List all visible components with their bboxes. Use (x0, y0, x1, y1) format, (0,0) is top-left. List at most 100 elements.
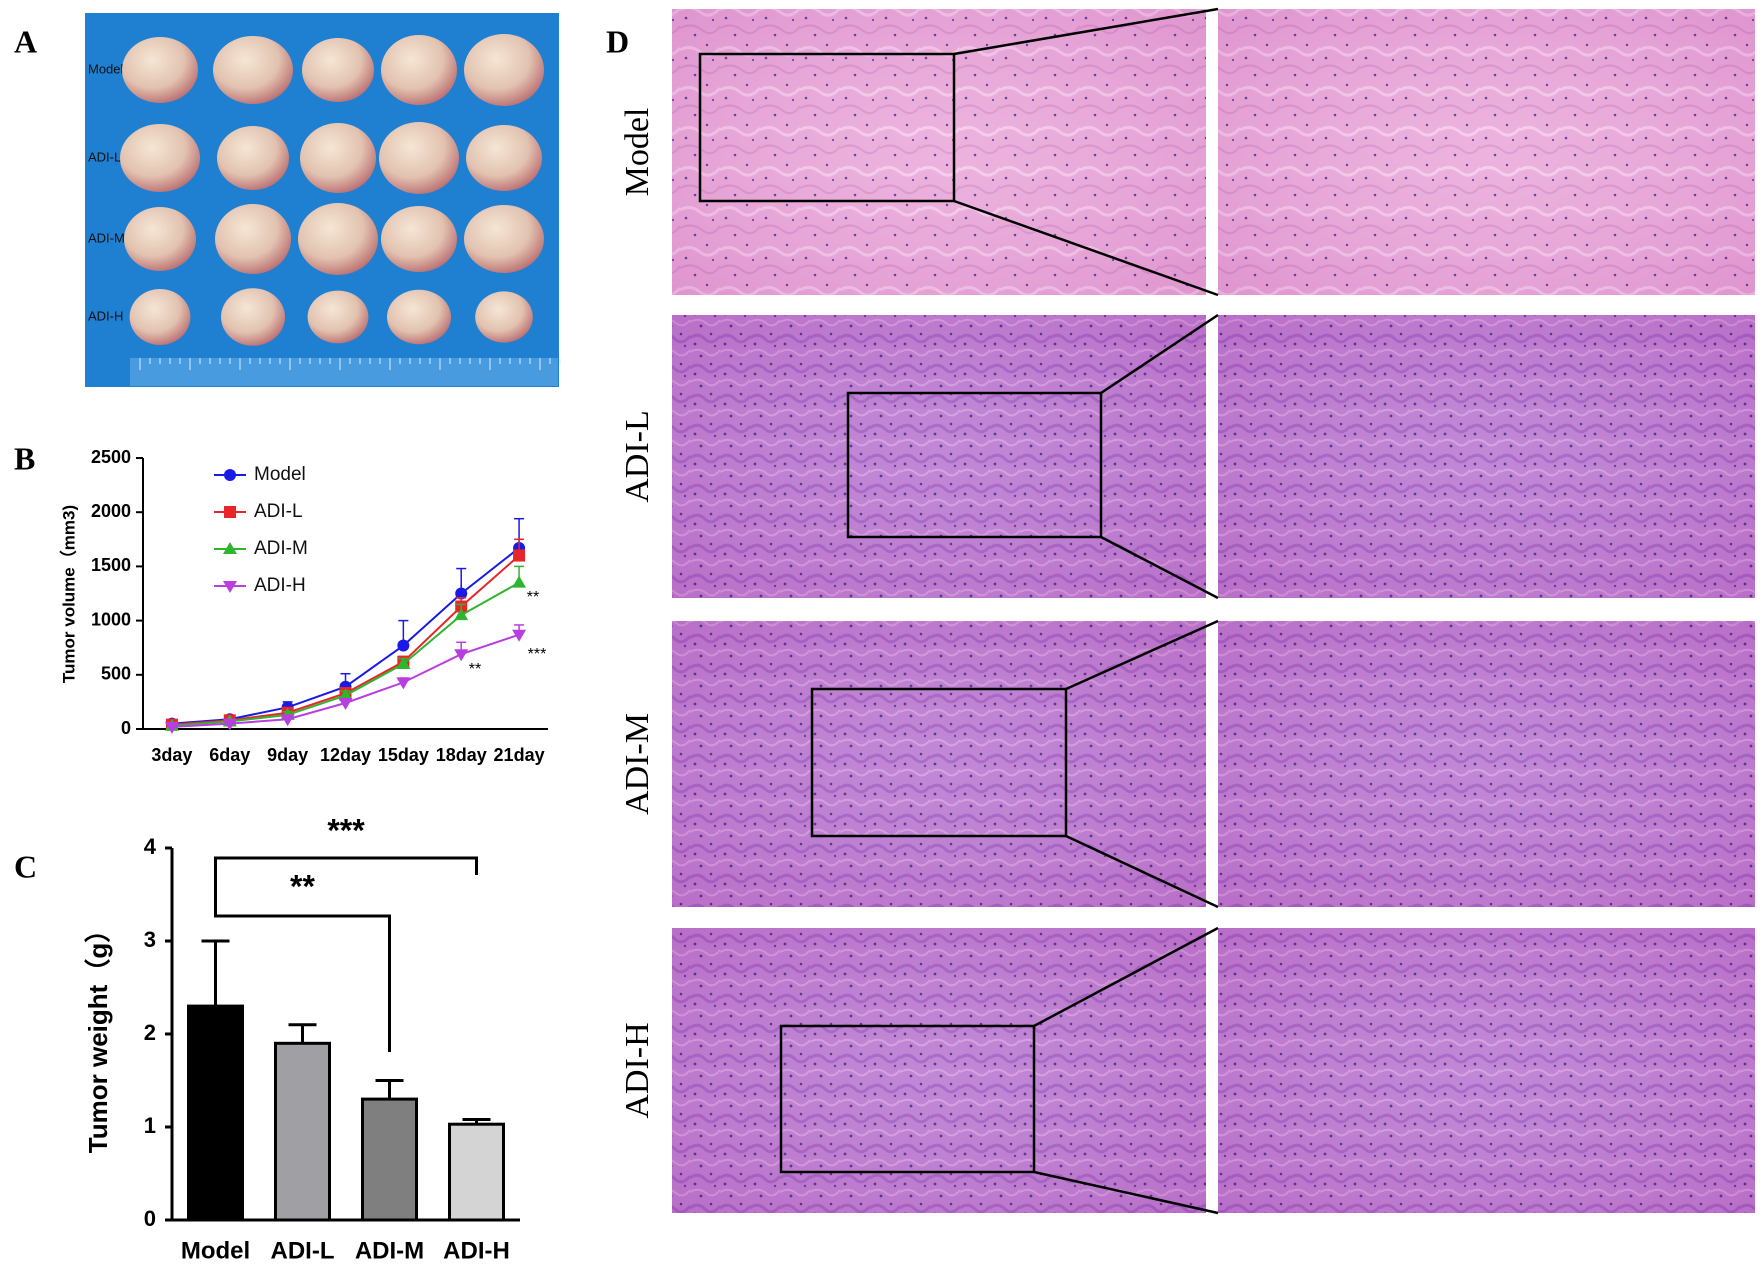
photo-row-label: ADI-M (88, 230, 125, 245)
x-tick-label: 12day (320, 745, 371, 765)
tumor (298, 203, 378, 275)
y-tick-label: 1 (144, 1113, 156, 1138)
histology-shade (1218, 315, 1755, 598)
zoom-connector (1100, 535, 1219, 600)
zoom-connector (1100, 313, 1219, 395)
legend-label: ADI-H (254, 575, 306, 596)
zoom-box (698, 52, 956, 203)
tumor (213, 36, 293, 104)
histology-shade (1218, 621, 1755, 907)
tumor (215, 204, 291, 274)
data-point (338, 697, 353, 710)
y-axis-title: Tumor weight（g） (83, 917, 113, 1153)
bar (361, 1097, 418, 1222)
data-point (512, 629, 527, 642)
histology-shade (672, 315, 1206, 598)
tumor (300, 123, 376, 193)
data-point (280, 714, 295, 727)
x-tick-label: ADI-H (443, 1237, 510, 1264)
tumor (475, 291, 533, 343)
legend-label: Model (254, 464, 306, 485)
tumor (464, 34, 544, 106)
data-point (396, 656, 411, 669)
zoom-box (846, 391, 1103, 539)
zoom-connector (1033, 926, 1219, 1028)
x-tick-label: ADI-M (355, 1237, 424, 1264)
significance-mark: ** (469, 661, 481, 678)
x-tick-label: 9day (267, 745, 308, 765)
bar (187, 1004, 244, 1222)
x-tick-label: 3day (151, 745, 192, 765)
zoom-connector (1033, 1170, 1219, 1215)
histology-row-label: Model (619, 108, 656, 197)
panel-letter: B (14, 440, 35, 476)
zoom-connector (1065, 834, 1219, 909)
tumor (122, 37, 198, 103)
panel-letter: A (14, 23, 37, 59)
y-tick-label: 0 (121, 718, 131, 738)
photo-row-label: ADI-L (88, 149, 121, 164)
histology-shade (672, 928, 1206, 1213)
significance-mark: ** (290, 868, 315, 904)
y-tick-label: 0 (144, 1206, 156, 1231)
x-tick-label: 21day (494, 745, 545, 765)
tumor (381, 206, 457, 272)
bar (274, 1041, 331, 1222)
panel-letter: D (606, 23, 629, 59)
tumor (217, 126, 289, 190)
y-tick-label: 2 (144, 1020, 156, 1045)
legend-marker (224, 469, 236, 481)
photo-row-label: ADI-H (88, 308, 123, 323)
significance-bracket (214, 856, 478, 911)
x-tick-label: ADI-L (271, 1237, 335, 1264)
zoom-connector (953, 7, 1219, 56)
ruler (130, 358, 558, 386)
photo-row-label: Model (88, 61, 124, 76)
y-tick-label: 1000 (91, 609, 131, 629)
y-tick-label: 1500 (91, 555, 131, 575)
y-axis-title: Tumor volume（mm3) (58, 505, 78, 683)
histology-shade (1218, 928, 1755, 1213)
histology-row-label: ADI-L (619, 410, 656, 503)
histology-row-label: ADI-H (619, 1022, 656, 1118)
zoom-connector (953, 199, 1219, 297)
data-point (164, 721, 179, 734)
y-tick-label: 500 (101, 664, 131, 684)
tumor (381, 35, 457, 105)
histology-shade (672, 9, 1206, 295)
zoom-box (810, 687, 1068, 838)
bar (448, 1122, 505, 1222)
data-point (396, 677, 411, 690)
zoom-connector (1065, 619, 1219, 691)
tumor (120, 124, 200, 192)
tumor (379, 122, 459, 194)
data-point (454, 649, 469, 662)
panel-d: D Model ADI-L ADI-M ADI-H (606, 7, 1755, 1215)
data-point (454, 608, 469, 621)
tumor (466, 125, 542, 191)
tumor (129, 289, 191, 345)
data-point (513, 549, 526, 562)
y-tick-label: 2500 (91, 447, 131, 467)
data-point (455, 587, 468, 600)
legend-label: ADI-M (254, 538, 308, 559)
data-point (222, 718, 237, 731)
data-point (397, 639, 410, 652)
zoom-box (779, 1024, 1036, 1174)
legend-marker (223, 542, 237, 554)
y-tick-label: 3 (144, 927, 156, 952)
tumor (302, 38, 374, 102)
y-tick-label: 2000 (91, 501, 131, 521)
x-tick-label: 15day (378, 745, 429, 765)
tumor (124, 207, 196, 271)
panel-a: A Model ADI-L ADI-M ADI-H (14, 13, 561, 387)
x-tick-label: 18day (436, 745, 487, 765)
tumor (387, 289, 451, 345)
significance-mark: *** (327, 812, 365, 848)
charts: B 0 500 1000 1500 2000 2500 3day 6day 9day 12day 15… (14, 440, 548, 1264)
tumor (464, 205, 544, 273)
data-point (512, 575, 527, 588)
tumor (221, 288, 285, 346)
significance-bracket (214, 911, 391, 1052)
